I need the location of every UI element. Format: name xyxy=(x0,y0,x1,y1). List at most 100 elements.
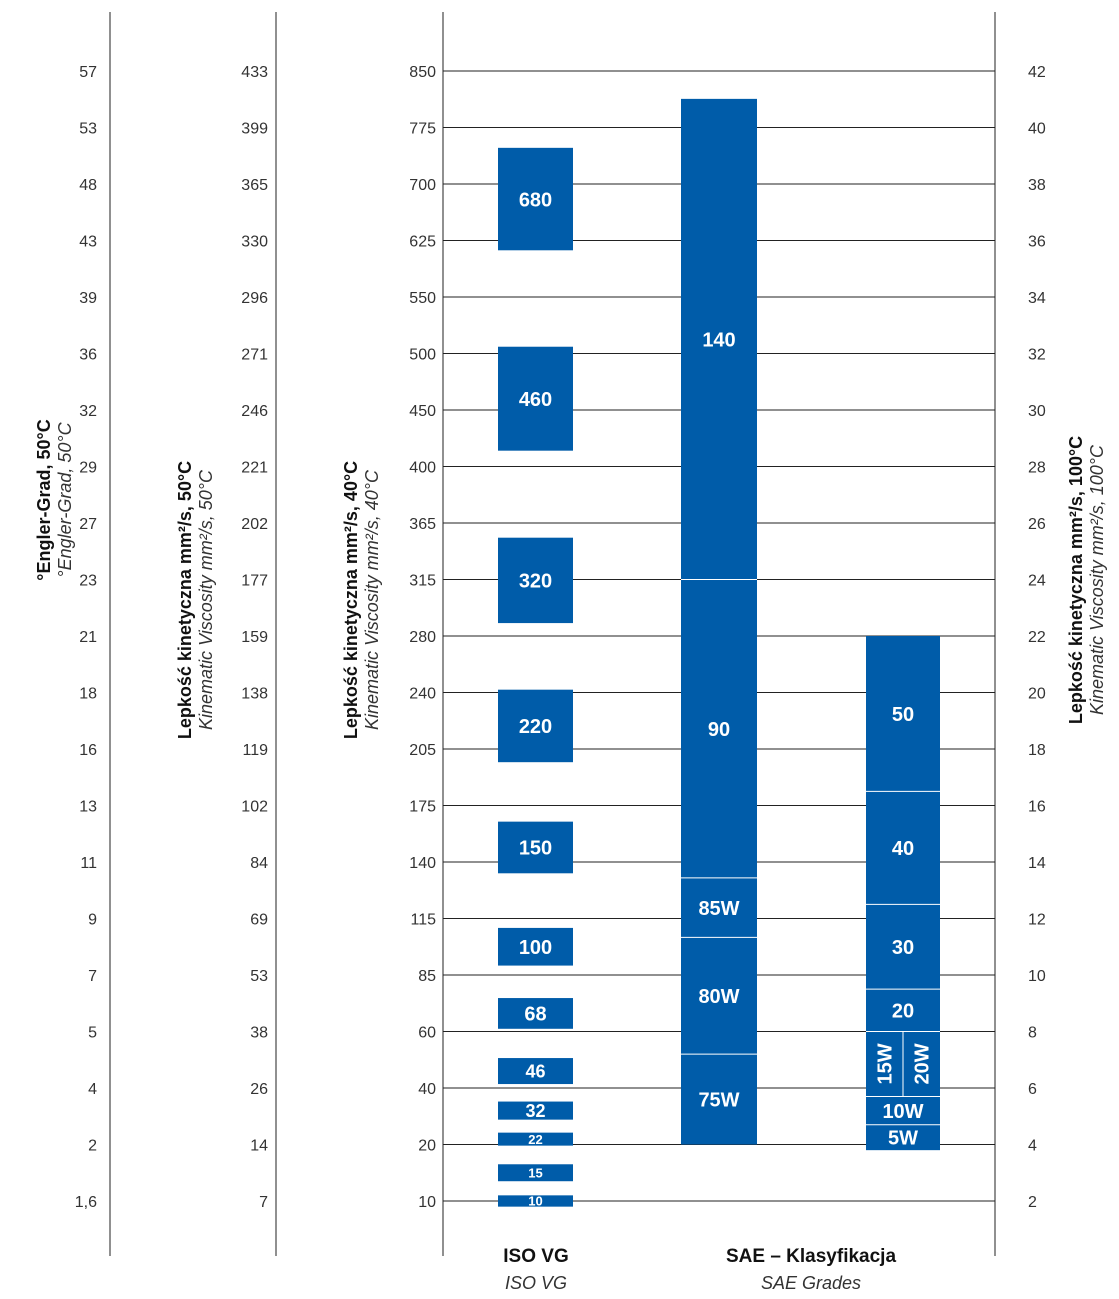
kv100-tick-label: 14 xyxy=(1028,855,1046,872)
kv50-tick-label: 102 xyxy=(241,799,268,816)
sae-engine-10W-bar xyxy=(866,1096,940,1125)
kv50-tick-label: 159 xyxy=(241,629,268,646)
kv100-tick-label: 4 xyxy=(1028,1138,1037,1155)
kv100-tick-label: 38 xyxy=(1028,177,1046,194)
sae-engine-20-bar xyxy=(866,989,940,1032)
kv50-tick-label: 26 xyxy=(250,1081,268,1098)
kv50-tick-label: 53 xyxy=(250,968,268,985)
engler-tick-label: 18 xyxy=(79,686,97,703)
iso-vg-footer-sublabel: ISO VG xyxy=(505,1273,567,1293)
kv40-tick-label: 280 xyxy=(409,629,436,646)
sae-gear-140-bar xyxy=(681,98,757,580)
kv40-axis-title: Lepkość kinetyczna mm²/s, 40°C xyxy=(341,461,361,739)
kv40-tick-label: 550 xyxy=(409,290,436,307)
kv50-tick-label: 14 xyxy=(250,1138,268,1155)
engler-tick-label: 57 xyxy=(79,64,97,81)
kv50-tick-label: 7 xyxy=(259,1194,268,1211)
sae-engine-10W-bar-label: 10W xyxy=(882,1101,923,1123)
engler-tick-label: 1,6 xyxy=(75,1194,97,1211)
sae-engine-5W-bar xyxy=(866,1124,940,1151)
iso-vg-footer-label: ISO VG xyxy=(503,1246,568,1267)
iso-vg-46-bar xyxy=(498,1058,573,1085)
iso-vg-680-bar-label: 680 xyxy=(519,189,552,211)
kv100-tick-label: 22 xyxy=(1028,629,1046,646)
kv40-tick-label: 400 xyxy=(409,460,436,477)
kv40-tick-label: 20 xyxy=(418,1138,436,1155)
kv100-tick-label: 26 xyxy=(1028,516,1046,533)
sae-footer-sublabel: SAE Grades xyxy=(761,1273,861,1293)
engler-tick-label: 27 xyxy=(79,516,97,533)
iso-vg-100-bar-label: 100 xyxy=(519,937,552,959)
kv100-axis-subtitle: Kinematic Viscosity mm²/s, 100°C xyxy=(1087,444,1107,715)
kv40-tick-label: 40 xyxy=(418,1081,436,1098)
kv100-tick-label: 16 xyxy=(1028,799,1046,816)
kv50-tick-label: 271 xyxy=(241,347,268,364)
engler-tick-label: 29 xyxy=(79,460,97,477)
kv40-tick-label: 700 xyxy=(409,177,436,194)
sae-engine-20-bar-label: 20 xyxy=(892,1001,914,1023)
engler-axis-subtitle: °Engler-Grad, 50°C xyxy=(55,421,75,577)
kv50-tick-label: 202 xyxy=(241,516,268,533)
sae-engine-20W-bar-label: 20W xyxy=(912,1043,934,1084)
sae-engine-50-bar xyxy=(866,636,940,792)
engler-tick-label: 13 xyxy=(79,799,97,816)
kv100-tick-label: 40 xyxy=(1028,121,1046,138)
iso-vg-150-bar-label: 150 xyxy=(519,838,552,860)
kv50-axis-title: Lepkość kinetyczna mm²/s, 50°C xyxy=(175,461,195,739)
sae-engine-30-bar-label: 30 xyxy=(892,937,914,959)
engler-tick-label: 11 xyxy=(80,855,97,872)
engler-tick-label: 5 xyxy=(88,1025,97,1042)
kv40-tick-label: 450 xyxy=(409,403,436,420)
iso-vg-32-bar-label: 32 xyxy=(525,1101,545,1121)
kv40-tick-label: 775 xyxy=(409,121,436,138)
kv50-axis-subtitle: Kinematic Viscosity mm²/s, 50°C xyxy=(196,469,216,730)
iso-vg-680-bar xyxy=(498,147,573,251)
kv100-tick-label: 30 xyxy=(1028,403,1046,420)
sae-gear-75W-bar xyxy=(681,1054,757,1145)
iso-vg-100-bar xyxy=(498,927,573,966)
iso-vg-460-bar-label: 460 xyxy=(519,389,552,411)
engler-tick-label: 23 xyxy=(79,573,97,590)
kv50-tick-label: 38 xyxy=(250,1025,268,1042)
iso-vg-320-bar-label: 320 xyxy=(519,571,552,593)
kv100-tick-label: 34 xyxy=(1028,290,1046,307)
kv50-tick-label: 365 xyxy=(241,177,268,194)
sae-gear-90-bar xyxy=(681,579,757,878)
kv40-tick-label: 85 xyxy=(418,968,436,985)
kv50-tick-label: 246 xyxy=(241,403,268,420)
sae-engine-50-bar-label: 50 xyxy=(892,704,914,726)
kv40-tick-label: 115 xyxy=(410,912,436,929)
engler-tick-label: 7 xyxy=(88,968,97,985)
sae-gear-85W-bar-label: 85W xyxy=(698,898,739,920)
sae-gear-80W-bar xyxy=(681,937,757,1055)
iso-vg-220-bar-label: 220 xyxy=(519,716,552,738)
kv100-tick-label: 2 xyxy=(1028,1194,1037,1211)
sae-gear-140-bar-label: 140 xyxy=(702,329,735,351)
iso-vg-15-bar xyxy=(498,1164,573,1182)
kv40-tick-label: 60 xyxy=(418,1025,436,1042)
sae-engine-40-bar xyxy=(866,791,940,905)
kv40-tick-label: 140 xyxy=(409,855,436,872)
sae-engine-40-bar-label: 40 xyxy=(892,838,914,860)
kv40-tick-label: 625 xyxy=(409,234,436,251)
kv40-tick-label: 850 xyxy=(409,64,436,81)
engler-tick-label: 4 xyxy=(88,1081,97,1098)
sae-footer-label: SAE – Klasyfikacja xyxy=(726,1246,896,1267)
sae-engine-30-bar xyxy=(866,904,940,990)
sae-engine-15W-bar xyxy=(866,1031,903,1097)
kv50-tick-label: 138 xyxy=(241,686,268,703)
kv50-tick-label: 119 xyxy=(242,742,268,759)
kv100-tick-label: 24 xyxy=(1028,573,1046,590)
kv40-tick-label: 175 xyxy=(409,799,436,816)
kv100-tick-label: 20 xyxy=(1028,686,1046,703)
sae-gear-90-bar-label: 90 xyxy=(708,719,730,741)
axis-lines xyxy=(109,12,996,1256)
kv50-tick-label: 177 xyxy=(241,573,268,590)
kv100-tick-label: 28 xyxy=(1028,460,1046,477)
kv40-tick-label: 365 xyxy=(409,516,436,533)
iso-vg-32-bar xyxy=(498,1101,573,1120)
kv100-tick-label: 32 xyxy=(1028,347,1046,364)
kv40-tick-label: 315 xyxy=(409,573,436,590)
sae-engine-20W-bar xyxy=(903,1031,940,1097)
